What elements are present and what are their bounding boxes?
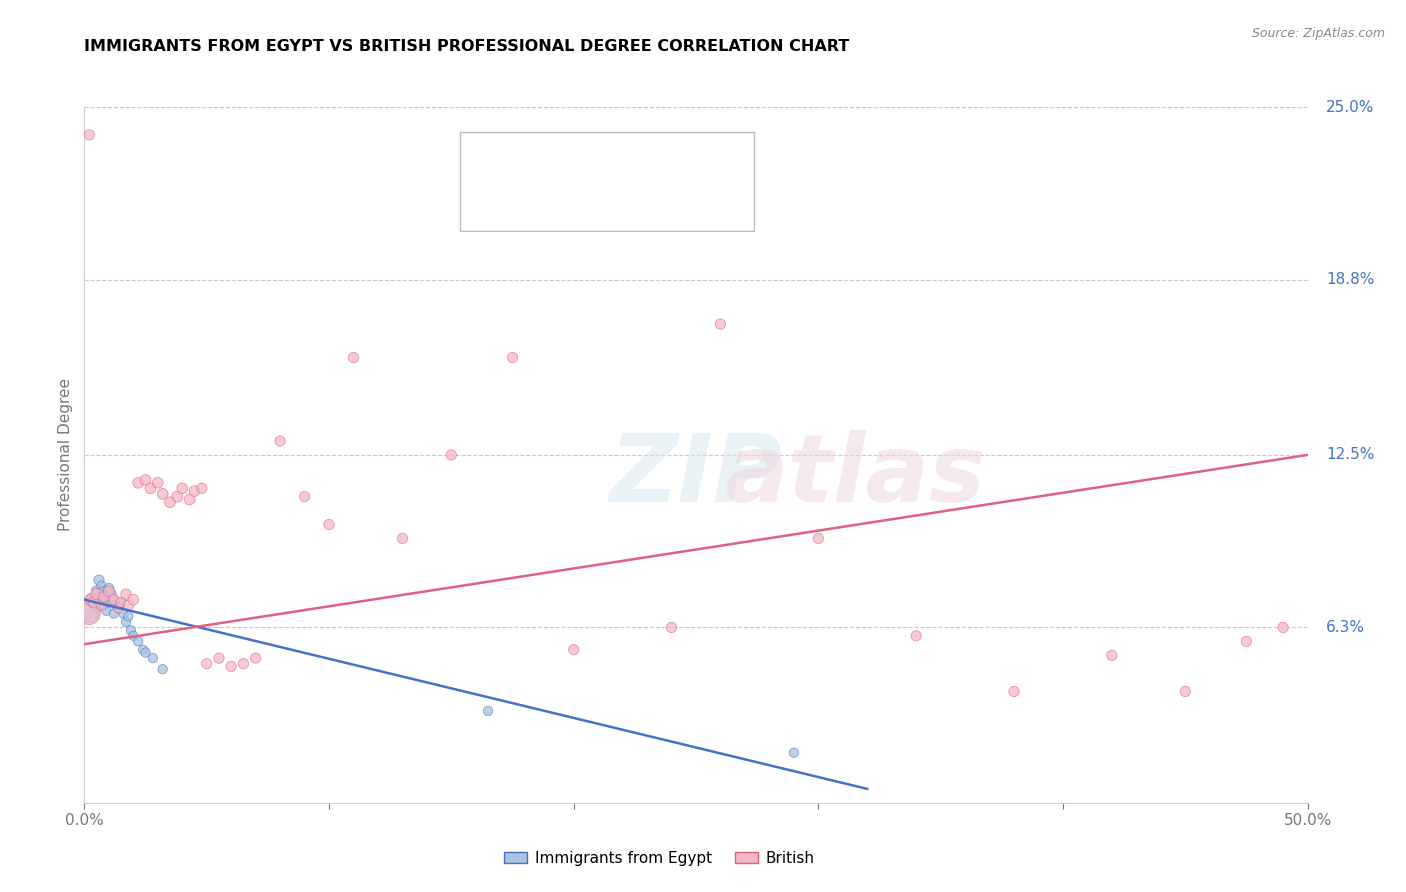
Point <box>135 646 157 660</box>
Point <box>477 704 499 718</box>
Point <box>96 590 118 604</box>
Text: 18.8%: 18.8% <box>1326 272 1374 287</box>
Text: 6.3%: 6.3% <box>1326 620 1365 635</box>
Point <box>97 582 120 596</box>
Point <box>93 598 115 612</box>
Text: N = 33: N = 33 <box>658 150 718 168</box>
Text: R =  0.277: R = 0.277 <box>512 197 612 215</box>
Point <box>90 592 112 607</box>
Point <box>86 584 108 599</box>
Text: 25.0%: 25.0% <box>1326 100 1374 114</box>
Point <box>122 629 145 643</box>
Point <box>83 595 105 609</box>
Point <box>83 595 105 609</box>
Point <box>440 448 463 462</box>
Point <box>501 351 523 365</box>
Point <box>159 495 181 509</box>
Point <box>115 615 138 629</box>
Point <box>562 642 585 657</box>
Point <box>90 579 112 593</box>
Point <box>807 532 830 546</box>
Point <box>1002 684 1025 698</box>
Point <box>172 481 194 495</box>
Point <box>77 128 100 142</box>
Point <box>115 587 138 601</box>
Point <box>103 607 125 621</box>
Point <box>191 481 214 495</box>
Point <box>342 351 364 365</box>
Point <box>107 601 129 615</box>
Point <box>110 595 132 609</box>
Point <box>103 592 125 607</box>
Text: R = -0.467: R = -0.467 <box>512 150 612 168</box>
Point <box>107 601 129 615</box>
Text: IMMIGRANTS FROM EGYPT VS BRITISH PROFESSIONAL DEGREE CORRELATION CHART: IMMIGRANTS FROM EGYPT VS BRITISH PROFESS… <box>84 38 849 54</box>
Point <box>195 657 218 671</box>
Point <box>219 659 242 673</box>
Point <box>112 607 135 621</box>
Point <box>1101 648 1123 663</box>
Point <box>93 590 115 604</box>
Point <box>661 620 683 634</box>
Point <box>117 609 139 624</box>
Point <box>77 607 100 621</box>
Point <box>318 517 340 532</box>
Point <box>90 598 112 612</box>
Point <box>142 651 165 665</box>
Y-axis label: Professional Degree: Professional Degree <box>58 378 73 532</box>
Point <box>139 481 162 495</box>
Point <box>245 651 267 665</box>
Text: Source: ZipAtlas.com: Source: ZipAtlas.com <box>1251 27 1385 40</box>
Point <box>269 434 291 448</box>
Point <box>80 592 103 607</box>
Legend: Immigrants from Egypt, British: Immigrants from Egypt, British <box>498 845 821 871</box>
Point <box>117 598 139 612</box>
Point <box>905 629 928 643</box>
Point <box>232 657 254 671</box>
Point <box>127 634 149 648</box>
Point <box>1272 620 1295 634</box>
Point <box>132 642 155 657</box>
Point <box>179 492 201 507</box>
Point <box>135 473 157 487</box>
Point <box>391 532 413 546</box>
Point <box>166 490 188 504</box>
FancyBboxPatch shape <box>470 190 499 222</box>
Text: N = 47: N = 47 <box>658 197 718 215</box>
FancyBboxPatch shape <box>460 132 754 231</box>
Point <box>127 475 149 490</box>
Point <box>110 595 132 609</box>
Point <box>97 584 120 599</box>
Text: atlas: atlas <box>724 430 986 522</box>
Point <box>105 598 128 612</box>
Point <box>86 601 108 615</box>
Point <box>96 604 118 618</box>
Point <box>80 592 103 607</box>
Point <box>77 607 100 621</box>
Point <box>93 584 115 599</box>
Point <box>120 624 142 638</box>
Point <box>152 662 174 676</box>
Point <box>1174 684 1197 698</box>
Point <box>100 587 122 601</box>
Text: 12.5%: 12.5% <box>1326 448 1374 462</box>
Point <box>783 746 806 760</box>
Point <box>87 590 110 604</box>
Point <box>1234 634 1257 648</box>
Point <box>294 490 316 504</box>
Point <box>709 317 731 331</box>
Point <box>152 487 174 501</box>
Point <box>97 595 120 609</box>
Point <box>87 573 110 587</box>
Point <box>208 651 231 665</box>
Point <box>103 592 125 607</box>
FancyBboxPatch shape <box>470 143 499 175</box>
Point <box>183 484 205 499</box>
Point <box>146 475 169 490</box>
Point <box>122 592 145 607</box>
Text: ZIP: ZIP <box>610 430 782 522</box>
Point <box>86 587 108 601</box>
